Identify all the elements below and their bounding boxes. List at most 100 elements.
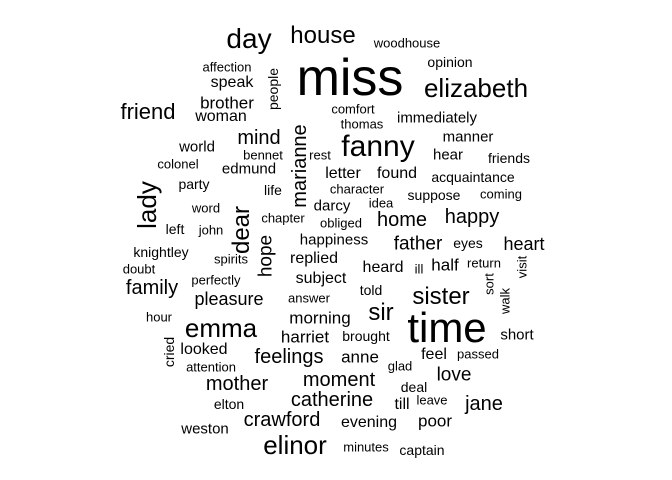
cloud-word: morning: [289, 308, 351, 328]
cloud-word: anne: [341, 347, 379, 367]
cloud-word: heart: [503, 234, 545, 254]
cloud-word: character: [329, 181, 385, 197]
cloud-word: happy: [444, 206, 500, 228]
cloud-word: evening: [340, 414, 398, 431]
cloud-word: colonel: [157, 156, 199, 172]
cloud-word: pleasure: [194, 289, 264, 309]
cloud-word: brother: [200, 93, 254, 113]
cloud-word: crawford: [243, 409, 321, 431]
cloud-word: perfectly: [191, 272, 241, 288]
cloud-word: moment: [302, 369, 376, 391]
cloud-word: spirits: [214, 251, 248, 267]
cloud-word: emma: [184, 313, 258, 343]
cloud-word: till: [394, 396, 410, 413]
cloud-word: elizabeth: [423, 73, 529, 103]
cloud-word: looked: [180, 341, 228, 358]
cloud-word: mind: [237, 127, 281, 149]
cloud-word: father: [393, 233, 443, 255]
cloud-word: answer: [288, 290, 330, 306]
cloud-word: feelings: [254, 346, 324, 368]
cloud-word: comfort: [331, 101, 375, 117]
cloud-word: friend: [120, 99, 176, 124]
cloud-word: edmund: [221, 160, 277, 178]
cloud-word: cried: [161, 336, 177, 368]
cloud-word: rest: [309, 147, 331, 163]
cloud-word: chapter: [261, 210, 305, 226]
cloud-word: elton: [213, 396, 245, 412]
cloud-word: woodhouse: [373, 35, 441, 51]
cloud-word: passed: [457, 346, 499, 362]
cloud-word: affection: [202, 59, 252, 75]
cloud-word: harriet: [280, 327, 330, 347]
cloud-word: poor: [417, 411, 453, 431]
cloud-word: letter: [325, 165, 361, 182]
cloud-word: darcy: [313, 197, 351, 215]
cloud-word: marianne: [289, 124, 311, 208]
cloud-word: captain: [399, 442, 445, 458]
cloud-word: found: [376, 165, 418, 182]
cloud-word: word: [191, 200, 221, 216]
cloud-word: miss: [296, 49, 404, 107]
cloud-word: happiness: [299, 231, 369, 249]
cloud-word: visit: [514, 255, 530, 279]
cloud-word: thomas: [340, 116, 384, 132]
cloud-word: told: [359, 282, 383, 298]
cloud-word: people: [265, 67, 281, 111]
cloud-word: speak: [210, 74, 254, 91]
cloud-word: brought: [342, 328, 390, 344]
cloud-word: minutes: [343, 439, 389, 455]
cloud-word: half: [431, 255, 459, 275]
cloud-word: glad: [387, 358, 413, 374]
cloud-word: coming: [480, 186, 522, 202]
cloud-word: fanny: [341, 130, 415, 163]
cloud-word: hour: [145, 309, 173, 325]
cloud-word: lady: [132, 181, 162, 229]
cloud-word: home: [376, 209, 428, 231]
cloud-word: suppose: [407, 187, 461, 203]
cloud-word: acquaintance: [431, 169, 515, 185]
cloud-word: heard: [362, 259, 404, 276]
cloud-word: john: [198, 222, 224, 238]
cloud-word: sort: [481, 273, 497, 295]
cloud-word: time: [407, 304, 487, 351]
cloud-word: elinor: [263, 430, 327, 460]
cloud-word: eyes: [453, 235, 483, 251]
cloud-word: doubt: [122, 261, 156, 277]
cloud-word: sister: [412, 283, 470, 310]
cloud-word: idea: [368, 195, 394, 211]
cloud-word: knightley: [133, 244, 189, 260]
cloud-word: woman: [195, 108, 247, 125]
cloud-word: world: [179, 138, 215, 156]
cloud-word: day: [226, 23, 272, 54]
cloud-word: deal: [400, 379, 428, 395]
cloud-word: hope: [255, 234, 277, 278]
cloud-word: short: [500, 326, 534, 344]
cloud-word: ill: [414, 261, 424, 277]
cloud-word: friends: [487, 150, 531, 166]
cloud-word: sir: [368, 299, 394, 326]
cloud-word: hear: [432, 146, 464, 164]
cloud-word: immediately: [396, 109, 478, 127]
cloud-word: manner: [442, 128, 494, 146]
cloud-word: life: [264, 182, 282, 198]
cloud-word: weston: [181, 420, 229, 438]
cloud-word: feel: [421, 346, 447, 363]
cloud-word: mother: [205, 373, 269, 395]
cloud-word: love: [436, 364, 472, 386]
cloud-word: party: [178, 176, 210, 192]
cloud-word: bennet: [243, 147, 283, 163]
cloud-word: subject: [295, 270, 347, 287]
cloud-word: opinion: [427, 54, 473, 70]
cloud-word: return: [467, 255, 501, 271]
cloud-word: jane: [465, 393, 503, 415]
cloud-word: replied: [289, 250, 339, 267]
cloud-word: catherine: [290, 389, 374, 411]
cloud-word: walk: [497, 287, 513, 315]
cloud-word: obliged: [320, 215, 362, 231]
cloud-word: house: [290, 22, 356, 49]
cloud-word: left: [165, 221, 185, 237]
cloud-word: dear: [228, 205, 255, 255]
cloud-word: leave: [416, 392, 448, 408]
cloud-word: family: [125, 277, 179, 299]
